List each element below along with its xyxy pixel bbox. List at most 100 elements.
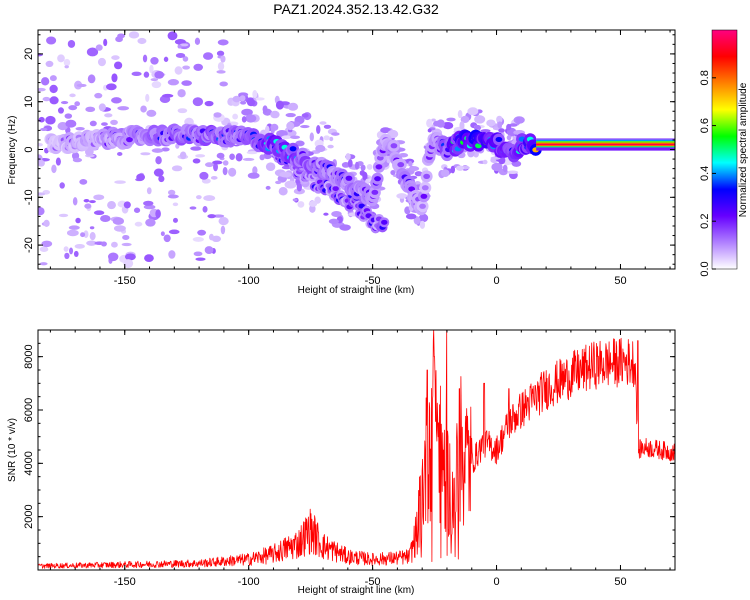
spectrogram-background-cell	[58, 213, 69, 218]
spectrogram-background-cell	[43, 219, 50, 227]
spectrogram-background-cell	[218, 217, 229, 226]
snr-y-tick-label: 6000	[23, 398, 35, 422]
spectrogram-background-cell	[85, 106, 96, 113]
spectrogram-background-cell	[71, 152, 80, 160]
spectrogram-background-cell	[160, 231, 165, 237]
spectrogram-background-cell	[339, 224, 351, 231]
spectrogram-background-cell	[315, 144, 326, 153]
spectrogram-background-cell	[136, 173, 145, 181]
spectrogram-background-cell	[167, 189, 176, 196]
spectrogram-background-cell	[416, 172, 421, 176]
spectrogram-background-cell	[296, 182, 302, 192]
spectrogram-branch-cell	[332, 186, 339, 192]
spectrogram-background-cell	[323, 135, 330, 141]
spectrogram-background-cell	[245, 114, 257, 123]
spectrogram-background-cell	[112, 217, 124, 225]
spectrogram-background-cell	[474, 115, 486, 124]
spectrogram-background-cell	[177, 108, 188, 114]
spectrogram-background-cell	[167, 194, 179, 199]
spectrogram-background-cell	[137, 37, 147, 45]
spectrogram-background-cell	[155, 156, 162, 165]
spectrogram-background-cell	[506, 135, 512, 141]
spectrogram-background-cell	[204, 100, 214, 107]
spectrogram-background-cell	[128, 31, 140, 39]
spectrogram-x-tick-label: -150	[114, 275, 136, 287]
spectrogram-background-cell	[482, 159, 488, 165]
spectrogram-background-cell	[42, 96, 51, 102]
spectrogram-background-cell	[252, 166, 258, 175]
spectrogram-background-cell	[232, 113, 239, 120]
spectrogram-background-cell	[83, 198, 90, 203]
spectrogram-background-cell	[193, 251, 203, 257]
spectrogram-background-cell	[220, 55, 226, 63]
spectrogram-background-cell	[63, 246, 69, 252]
spectrogram-background-cell	[457, 110, 463, 119]
spectrogram-background-cell	[239, 95, 246, 102]
spectrogram-background-cell	[41, 240, 53, 248]
spectrogram-background-cell	[86, 240, 97, 246]
spectrogram-background-cell	[216, 50, 225, 57]
spectrogram-background-cell	[235, 153, 243, 162]
spectrogram-background-cell	[110, 119, 118, 125]
spectrogram-background-cell	[74, 101, 81, 107]
spectrogram-background-cell	[161, 147, 170, 152]
spectrogram-background-cell	[204, 246, 214, 254]
spectrogram-background-cell	[345, 153, 351, 161]
spectrogram-background-cell	[111, 241, 118, 248]
spectrogram-background-cell	[496, 115, 503, 124]
spectrogram-background-cell	[153, 168, 164, 177]
spectrogram-background-cell	[111, 55, 120, 60]
snr-y-tick-label: 8000	[23, 344, 35, 368]
spectrogram-background-cell	[41, 77, 50, 86]
spectrogram-ridge-cell	[421, 185, 429, 191]
snr-x-tick-label: -150	[114, 576, 136, 588]
spectrogram-background-cell	[55, 157, 61, 166]
spectrogram-background-cell	[203, 195, 216, 202]
spectrogram-background-cell	[174, 66, 183, 75]
spectrogram-background-cell	[480, 129, 491, 133]
snr-x-axis-label: Height of straight line (km)	[298, 585, 415, 596]
spectrogram-background-cell	[323, 124, 332, 129]
spectrogram-background-cell	[192, 236, 205, 242]
spectrogram-background-cell	[60, 101, 69, 105]
spectrogram-background-cell	[497, 121, 503, 129]
spectrogram-background-cell	[146, 187, 152, 195]
spectrogram-background-cell	[285, 113, 296, 118]
spectrogram-background-cell	[145, 93, 150, 102]
snr-background	[38, 330, 675, 570]
spectrogram-background-cell	[212, 160, 223, 165]
spectrogram-background-cell	[347, 159, 353, 168]
spectrogram-background-cell	[111, 73, 118, 83]
spectrogram-background-cell	[64, 65, 69, 69]
spectrogram-background-cell	[38, 116, 45, 123]
spectrogram-background-cell	[309, 132, 314, 142]
spectrogram-background-cell	[64, 252, 70, 260]
spectrogram-background-cell	[419, 220, 426, 229]
spectrogram-background-cell	[396, 193, 408, 199]
spectrogram-background-cell	[219, 81, 228, 87]
spectrogram-background-cell	[265, 185, 271, 190]
spectrogram-background-cell	[380, 127, 391, 134]
spectrogram-background-cell	[151, 81, 162, 89]
spectrogram-background-cell	[123, 259, 134, 268]
spectrogram-background-cell	[107, 201, 116, 210]
spectrogram-background-cell	[114, 61, 123, 70]
spectrogram-background-cell	[175, 52, 186, 58]
spectrogram-background-cell	[228, 167, 237, 177]
spectrogram-ridge-cell	[374, 176, 381, 182]
spectrogram-background-cell	[329, 136, 334, 142]
spectrogram-background-cell	[247, 172, 260, 179]
spectrogram-background-cell	[121, 242, 132, 247]
spectrogram-background-cell	[86, 47, 99, 57]
spectrogram-background-cell	[238, 92, 249, 98]
spectrogram-background-cell	[63, 58, 71, 67]
spectrogram-x-tick-label: -50	[365, 275, 381, 287]
spectrogram-background-cell	[100, 215, 111, 222]
spectrogram-background-cell	[45, 115, 56, 125]
spectrogram-ridge-cell	[397, 162, 405, 168]
spectrogram-background-cell	[57, 54, 65, 63]
spectrogram-background-cell	[290, 135, 301, 140]
spectrogram-background-cell	[265, 162, 276, 171]
spectrogram-background-cell	[192, 158, 201, 164]
